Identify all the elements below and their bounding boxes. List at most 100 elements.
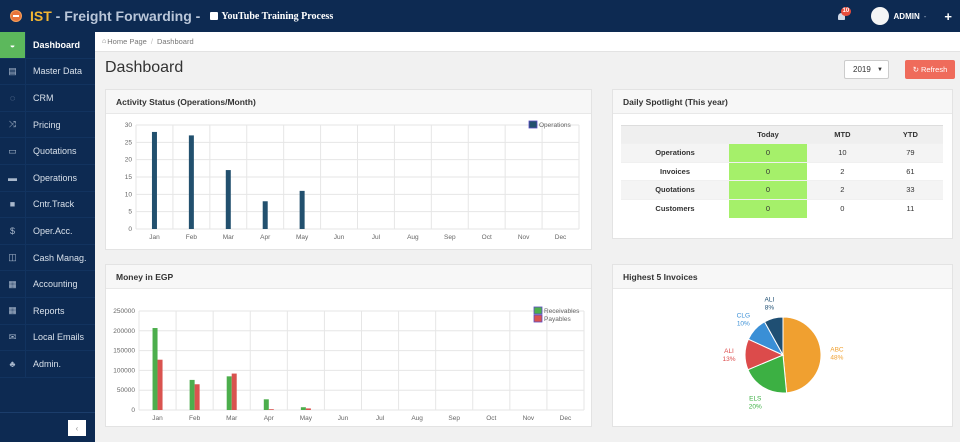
table-row: Operations 0 10 79 <box>621 143 943 162</box>
user-menu-label[interactable]: ADMIN <box>893 11 920 21</box>
cell-label: Quotations <box>621 180 729 199</box>
year-select[interactable]: 2019 ▼ <box>844 60 889 79</box>
svg-text:Payables: Payables <box>544 316 571 323</box>
svg-text:200000: 200000 <box>113 328 135 335</box>
money-panel: Money in EGP 0 50000 100000 150000 200000 250… <box>105 264 592 427</box>
table-row: Invoices 0 2 61 <box>621 161 943 181</box>
pie-slice[interactable] <box>747 354 788 394</box>
sidebar-item-dashboard[interactable]: ◒ Dashboard <box>0 32 95 59</box>
page-title: Dashboard <box>105 59 184 76</box>
operations-bar-chart: 0 5 10 15 20 25 30 Jan Feb Mar Apr May Jun Jul Aug Sep O… <box>125 120 580 241</box>
sidebar-item-master-data[interactable]: ▤ Master Data <box>0 58 95 86</box>
svg-text:Jan: Jan <box>152 415 163 422</box>
sidebar-item-crm[interactable]: ◌ CRM <box>0 85 95 112</box>
avatar[interactable] <box>870 7 889 25</box>
table-row: Quotations 0 2 33 <box>621 180 943 199</box>
sidebar-collapse-button[interactable]: ‹ <box>68 420 86 436</box>
svg-text:Mar: Mar <box>223 234 235 241</box>
svg-text:250000: 250000 <box>113 308 135 315</box>
calculator-icon: ▦ <box>0 271 26 297</box>
sidebar-item-operations[interactable]: ▬ Operations <box>0 164 95 192</box>
svg-text:20%: 20% <box>749 403 762 410</box>
svg-text:Jun: Jun <box>334 234 345 241</box>
user-menu-caret-icon[interactable]: - <box>923 11 927 21</box>
cell-mtd: 2 <box>807 180 878 199</box>
cell-label: Customers <box>621 198 729 218</box>
sidebar-item-admin[interactable]: ♣ Admin. <box>0 351 95 378</box>
svg-text:20: 20 <box>125 157 133 164</box>
svg-text:30: 30 <box>125 122 133 129</box>
refresh-button[interactable]: ↻ Refresh <box>905 60 955 79</box>
svg-text:May: May <box>296 234 309 241</box>
money-bar-chart: 0 50000 100000 150000 200000 250000 Jan Feb Mar A… <box>113 306 585 422</box>
sidebar-item-oper-acc[interactable]: $ Oper.Acc. <box>0 218 95 245</box>
svg-text:Oct: Oct <box>482 234 492 241</box>
app-title[interactable]: IST - Freight Forwarding - <box>30 8 201 24</box>
breadcrumb-separator: / <box>150 37 153 46</box>
svg-text:Sep: Sep <box>444 234 456 241</box>
svg-text:Operations: Operations <box>539 122 572 129</box>
youtube-icon <box>210 12 219 20</box>
svg-text:ALI: ALI <box>724 348 734 355</box>
cell-ytd: 79 <box>877 143 943 162</box>
cell-ytd: 11 <box>877 198 943 218</box>
sidebar-item-pricing[interactable]: ⤨ Pricing <box>0 111 95 139</box>
svg-text:13%: 13% <box>722 356 735 363</box>
keyboard-icon: ▬ <box>0 164 26 191</box>
svg-text:0: 0 <box>128 226 132 233</box>
svg-text:Jul: Jul <box>372 234 381 241</box>
svg-text:Apr: Apr <box>264 415 275 422</box>
logo-icon <box>10 10 22 22</box>
svg-text:ELS: ELS <box>749 395 762 402</box>
desktop-icon: ▭ <box>0 138 26 164</box>
pie-slice[interactable] <box>763 316 784 357</box>
svg-text:Jul: Jul <box>376 415 385 422</box>
svg-text:Feb: Feb <box>189 415 201 422</box>
sidebar-item-cntr-track[interactable]: ■ Cntr.Track <box>0 191 95 219</box>
sitemap-icon: ♣ <box>0 351 26 377</box>
refresh-icon: ↻ <box>912 65 920 74</box>
sidebar-item-accounting[interactable]: ▦ Accounting <box>0 271 95 298</box>
svg-text:Sep: Sep <box>448 415 460 422</box>
sidebar-item-local-emails[interactable]: ✉ Local Emails <box>0 324 95 352</box>
daily-spotlight-panel: Daily Spotlight (This year) Today MTD YTD … <box>612 89 953 239</box>
svg-text:Receivables: Receivables <box>544 308 580 315</box>
sidebar-item-reports[interactable]: ▦ Reports <box>0 297 95 325</box>
youtube-training-link[interactable]: YouTube Training Process <box>210 11 333 22</box>
sidebar-footer: ‹ <box>0 412 95 442</box>
shuffle-icon: ⤨ <box>0 111 26 138</box>
svg-text:CLG: CLG <box>737 312 750 319</box>
pie-slice[interactable] <box>782 316 822 394</box>
svg-text:Jun: Jun <box>338 415 349 422</box>
chevron-down-icon: ▼ <box>877 66 883 73</box>
comments-icon: ◌ <box>0 85 26 111</box>
svg-text:150000: 150000 <box>113 348 135 355</box>
main-content: ⌂ Home Page / Dashboard Dashboard 2019 ▼… <box>95 32 960 442</box>
plus-icon[interactable]: + <box>944 8 952 24</box>
svg-text:25: 25 <box>125 139 133 146</box>
svg-text:ABC: ABC <box>830 346 844 353</box>
sidebar-item-quotations[interactable]: ▭ Quotations <box>0 138 95 165</box>
cell-today: 0 <box>729 180 807 199</box>
cell-label: Operations <box>621 143 729 162</box>
breadcrumb-home-link[interactable]: Home Page <box>107 37 147 46</box>
svg-text:5: 5 <box>128 209 132 216</box>
svg-text:Aug: Aug <box>407 234 419 241</box>
panel-title: Highest 5 Invoices <box>613 265 952 289</box>
column-header <box>621 125 729 144</box>
activity-status-panel: Activity Status (Operations/Month) 0 5 10 1… <box>105 89 592 250</box>
svg-text:Feb: Feb <box>186 234 198 241</box>
table-row: Customers 0 0 11 <box>621 198 943 218</box>
table-icon: ▦ <box>0 297 26 324</box>
svg-text:8%: 8% <box>765 305 775 312</box>
cell-mtd: 10 <box>807 143 878 162</box>
cell-mtd: 0 <box>807 198 878 218</box>
money-icon: ◫ <box>0 244 26 271</box>
panel-title: Daily Spotlight (This year) <box>613 90 952 114</box>
notifications-bell-icon[interactable]: 10 <box>837 7 852 21</box>
container-icon: ■ <box>0 191 26 218</box>
spotlight-table: Today MTD YTD Operations 0 10 79 Invoices 0 2 61 Q… <box>621 125 943 218</box>
sidebar-item-cash-manag[interactable]: ◫ Cash Manag. <box>0 244 95 272</box>
database-icon: ▤ <box>0 58 26 85</box>
